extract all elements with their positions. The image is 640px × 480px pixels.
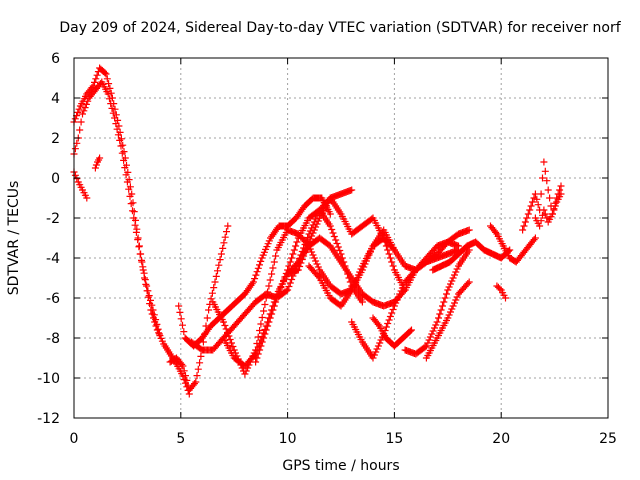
y-tick-label: -8 — [46, 331, 60, 347]
x-tick-label: 5 — [176, 431, 185, 447]
x-tick-label: 25 — [599, 431, 617, 447]
plus-markers — [422, 278, 473, 362]
x-tick-label: 20 — [492, 431, 510, 447]
x-tick-label: 10 — [279, 431, 297, 447]
plus-markers — [91, 154, 104, 172]
y-tick-label: -6 — [46, 291, 60, 307]
series-track-19 — [493, 282, 509, 302]
y-axis-label: SDTVAR / TECUs — [6, 181, 22, 296]
series-track-3 — [70, 168, 91, 202]
plus-markers — [348, 226, 473, 362]
plus-markers — [70, 64, 193, 398]
data-layer — [70, 64, 565, 398]
tick-layer: 0 5 10 15 20 25 -12 -10 -8 -6 -4 -2 0 2 4 6 — [37, 51, 617, 447]
series-track-21 — [531, 190, 565, 230]
series-track-13 — [348, 226, 473, 362]
y-tick-label: 0 — [51, 171, 60, 187]
series-track-4 — [91, 154, 104, 172]
grid-layer — [74, 58, 608, 418]
plus-markers — [401, 246, 473, 358]
plus-markers — [369, 314, 415, 350]
y-tick-label: -10 — [37, 371, 60, 387]
series-track-14 — [369, 314, 415, 350]
plus-markers — [252, 206, 366, 366]
y-tick-label: -4 — [46, 251, 60, 267]
x-tick-label: 0 — [70, 431, 79, 447]
y-tick-label: -2 — [46, 211, 60, 227]
series-track-16 — [422, 278, 473, 362]
series-track-5 — [166, 222, 232, 394]
x-axis-label: GPS time / hours — [282, 458, 399, 474]
series-track-10 — [252, 206, 366, 366]
y-tick-label: -12 — [37, 411, 60, 427]
plus-markers — [70, 168, 91, 202]
plus-markers — [429, 238, 514, 274]
y-tick-label: 6 — [51, 51, 60, 67]
chart-title: Day 209 of 2024, Sidereal Day-to-day VTE… — [59, 20, 621, 36]
plus-markers — [493, 282, 509, 302]
plus-markers — [487, 222, 539, 266]
series-track-15 — [401, 246, 473, 358]
x-tick-label: 15 — [385, 431, 403, 447]
y-tick-label: 4 — [51, 91, 60, 107]
series-track-1 — [70, 64, 193, 398]
plot-frame — [73, 57, 609, 419]
plus-markers — [166, 222, 232, 394]
series-track-18 — [487, 222, 539, 266]
series-track-17 — [429, 238, 514, 274]
y-tick-label: 2 — [51, 131, 60, 147]
plus-markers — [531, 190, 565, 230]
